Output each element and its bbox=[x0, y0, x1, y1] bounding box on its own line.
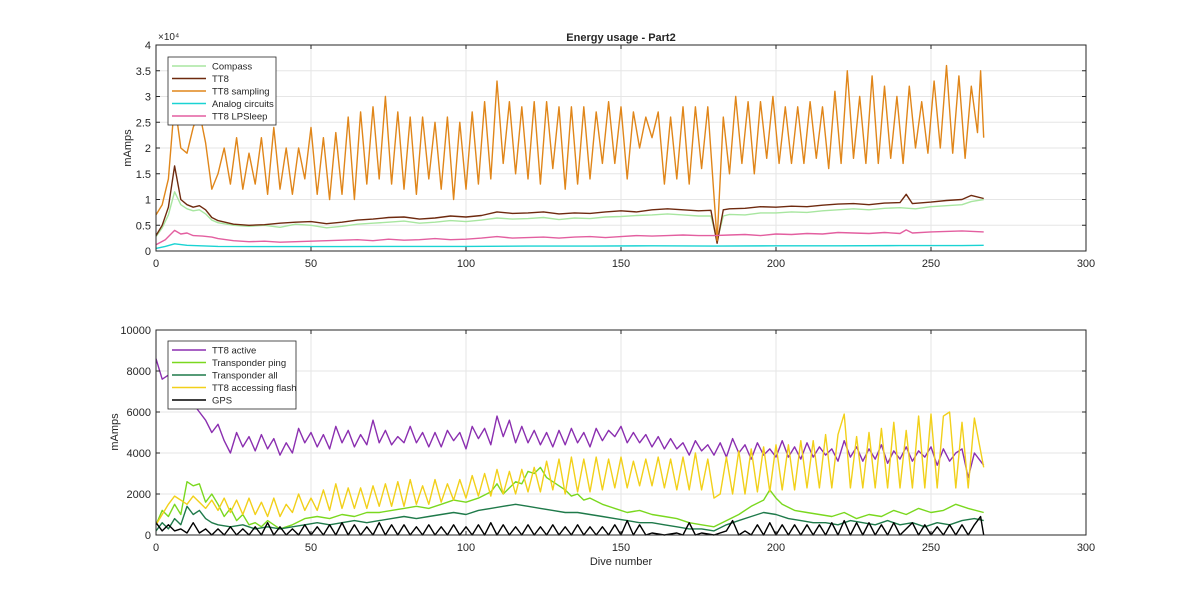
y-tick-label: 2 bbox=[145, 143, 151, 155]
legend-label: Transponder all bbox=[212, 371, 278, 382]
series-line-tt8-accessing-flash bbox=[155, 411, 985, 526]
bottom-plot-area: 0 50 100 150 200 250 300 0 2000 4000 6000 8000 10000… bbox=[109, 325, 1095, 554]
series-line-tt8-active bbox=[155, 358, 985, 479]
y-tick-label: 8000 bbox=[127, 366, 151, 378]
x-tick-label: 250 bbox=[922, 542, 940, 554]
y-tick-label: 0 bbox=[145, 530, 151, 542]
y-tick-label: 10000 bbox=[120, 325, 151, 337]
y-tick-label: 0.5 bbox=[136, 220, 151, 232]
y-tick-label: 6000 bbox=[127, 407, 151, 419]
x-tick-label: 300 bbox=[1077, 258, 1095, 270]
legend-label: Transponder ping bbox=[212, 358, 286, 369]
top-plot-area: 0 50 100 150 200 250 300 0 0.5 1 1.5 2 2.5 3 3.5 4 ×10⁴ m… bbox=[122, 32, 1095, 270]
x-tick-label: 200 bbox=[767, 542, 785, 554]
y-tick-label: 4000 bbox=[127, 448, 151, 460]
chart-title: Energy usage - Part2 bbox=[566, 32, 675, 44]
y-tick-label: 2.5 bbox=[136, 117, 151, 129]
x-tick-label: 50 bbox=[305, 258, 317, 270]
x-tick-label: 300 bbox=[1077, 542, 1095, 554]
y-tick-label: 2000 bbox=[127, 489, 151, 501]
series-line-analog-circuits bbox=[155, 243, 984, 250]
series-line-compass bbox=[155, 191, 984, 242]
legend-label: TT8 bbox=[212, 74, 229, 85]
y-tick-label: 1.5 bbox=[136, 169, 151, 181]
y-tick-label: 3.5 bbox=[136, 66, 151, 78]
x-tick-label: 250 bbox=[922, 258, 940, 270]
x-tick-label: 150 bbox=[612, 258, 630, 270]
series-line-tt8-lpsleep bbox=[155, 229, 984, 246]
legend-label: Analog circuits bbox=[212, 99, 274, 110]
legend-label: TT8 sampling bbox=[212, 87, 270, 98]
series-line-tt8-sampling bbox=[155, 64, 985, 242]
series-line-transponder-ping bbox=[155, 466, 984, 530]
x-tick-label: 50 bbox=[305, 542, 317, 554]
y-exponent-label: ×10⁴ bbox=[158, 32, 179, 43]
y-tick-label: 4 bbox=[145, 40, 151, 52]
legend-label: Compass bbox=[212, 62, 252, 73]
series-line-tt8 bbox=[155, 165, 984, 244]
x-axis-label: Dive number bbox=[590, 556, 653, 568]
y-tick-label: 0 bbox=[145, 246, 151, 258]
x-tick-label: 0 bbox=[153, 542, 159, 554]
y-tick-label: 1 bbox=[145, 195, 151, 207]
legend-label: TT8 LPSleep bbox=[212, 112, 267, 123]
x-tick-label: 100 bbox=[457, 258, 475, 270]
x-tick-label: 0 bbox=[153, 258, 159, 270]
series-line-transponder-all bbox=[155, 503, 984, 532]
y-tick-label: 3 bbox=[145, 92, 151, 104]
x-tick-label: 150 bbox=[612, 542, 630, 554]
x-tick-label: 100 bbox=[457, 542, 475, 554]
legend-label: TT8 accessing flash bbox=[212, 383, 296, 394]
legend-label: TT8 active bbox=[212, 346, 256, 357]
x-tick-label: 200 bbox=[767, 258, 785, 270]
y-axis-label: mAmps bbox=[109, 413, 121, 451]
legend-label: GPS bbox=[212, 396, 232, 407]
y-axis-label: mAmps bbox=[122, 129, 134, 167]
